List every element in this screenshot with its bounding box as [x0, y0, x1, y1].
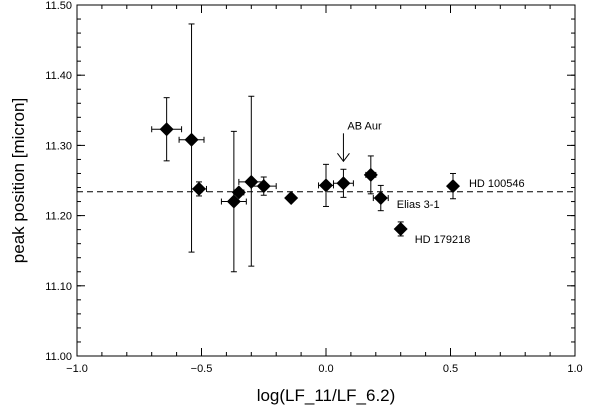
data-point-diamond: [226, 194, 241, 209]
annotation-label: HD 179218: [415, 234, 471, 246]
data-point-diamond: [319, 178, 333, 193]
x-tick-label: 1.0: [567, 363, 582, 375]
y-tick-label: 11.10: [45, 281, 72, 293]
y-tick-label: 11.40: [45, 70, 72, 82]
x-tick-label: 0.0: [318, 363, 333, 375]
data-point-diamond: [445, 179, 460, 194]
annotation-label: Elias 3-1: [397, 199, 440, 211]
data-point-diamond: [231, 185, 246, 200]
data-point-diamond: [284, 191, 299, 206]
data-point-diamond: [244, 174, 259, 189]
x-tick-label: −1.0: [66, 363, 88, 375]
y-axis-label: peak position [micron]: [9, 98, 28, 263]
data-point-diamond: [363, 167, 378, 182]
x-axis-label: log(LF_11/LF_6.2): [257, 386, 396, 405]
annotation-arrow-head: [337, 153, 350, 163]
y-tick-label: 11.30: [45, 140, 72, 152]
data-point-diamond: [256, 179, 271, 194]
data-point-diamond: [192, 181, 207, 196]
y-tick-label: 11.50: [45, 0, 72, 12]
x-tick-label: 0.5: [443, 363, 458, 375]
x-axis-ticks: −1.0 −0.5 0.0 0.5 1.0: [66, 5, 583, 375]
y-tick-label: 11.00: [45, 351, 72, 363]
y-tick-label: 11.20: [45, 211, 72, 223]
data-point-diamond: [393, 221, 408, 236]
data-point-diamond: [159, 122, 174, 137]
point-annotations: AB Aur HD 100546 Elias 3-1 HD 179218: [337, 120, 525, 246]
data-point-diamond: [336, 176, 351, 191]
data-point-diamond: [184, 132, 199, 147]
data-point-diamond: [373, 191, 388, 206]
error-bars: [151, 23, 456, 273]
annotation-label: HD 100546: [469, 178, 525, 190]
y-axis-ticks: 11.00 11.10 11.20 11.30 11.40 11.50: [45, 0, 575, 363]
annotation-label: AB Aur: [347, 120, 382, 132]
x-tick-label: −0.5: [191, 363, 213, 375]
data-markers: [159, 122, 460, 236]
